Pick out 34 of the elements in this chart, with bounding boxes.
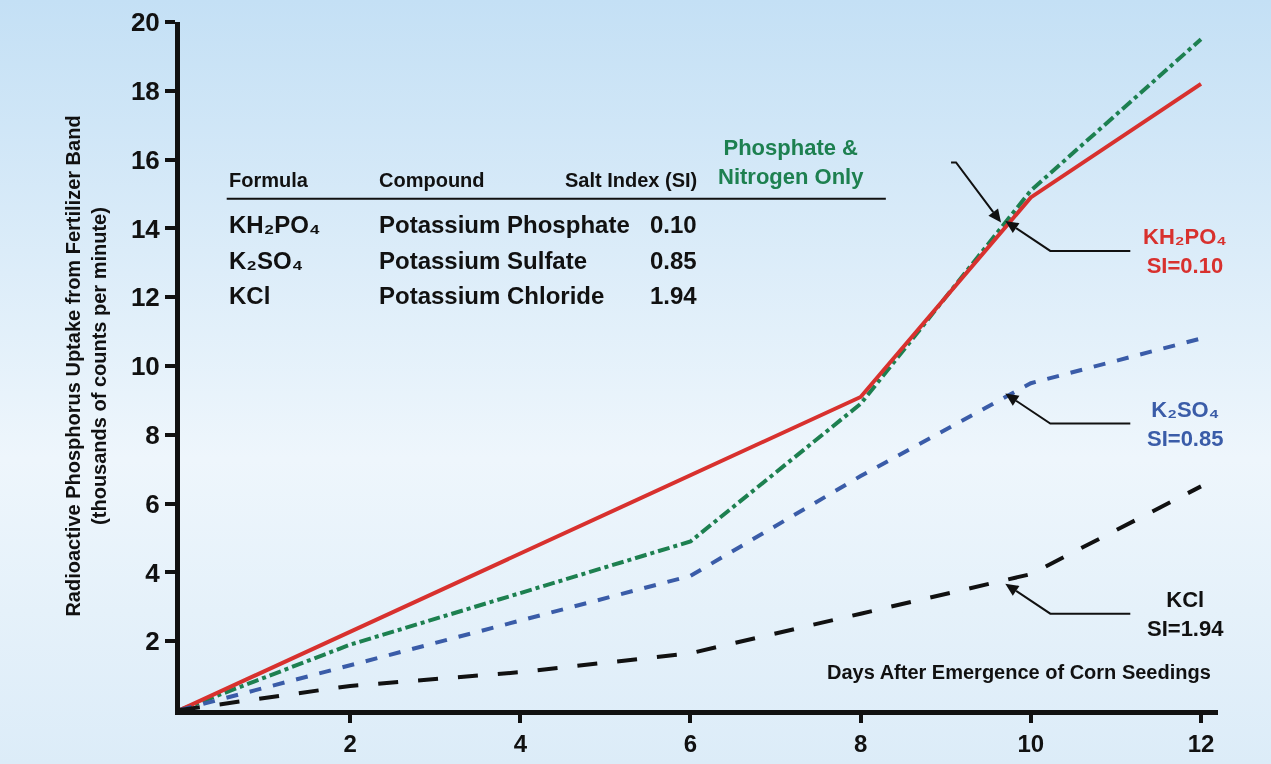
text: Phosphate & Nitrogen Only — [718, 135, 865, 189]
x-tick-label: 8 — [853, 729, 868, 757]
x-tick-label: 4 — [513, 729, 528, 757]
y-tick-label: 8 — [145, 419, 160, 450]
x-axis-title: Days After Emergence of Corn Seedings — [827, 661, 1211, 683]
text: KH₂PO₄ SI=0.10 — [1143, 224, 1227, 278]
y-tick-label: 2 — [145, 626, 160, 657]
annotation: KCl — [229, 282, 271, 309]
annotation: Formula — [229, 169, 309, 191]
y-tick-label: 18 — [130, 75, 160, 106]
y-tick-label: 10 — [130, 351, 160, 382]
annotation: Potassium Chloride — [379, 282, 605, 309]
x-tick-label: 6 — [683, 729, 698, 757]
y-tick-label: 4 — [145, 557, 161, 588]
annotation: Salt Index (SI) — [565, 169, 698, 191]
annotation: K₂SO₄ — [229, 247, 304, 274]
text: KCl SI=1.94 — [1147, 587, 1225, 641]
annotation: 0.10 — [650, 211, 697, 238]
annotation: 0.85 — [650, 247, 697, 274]
y-tick-label: 14 — [130, 213, 161, 244]
series-label: K₂SO₄ SI=0.85 — [1147, 397, 1224, 451]
x-tick-label: 12 — [1187, 729, 1215, 757]
y-tick-label: 20 — [130, 7, 160, 38]
annotation: 1.94 — [650, 282, 698, 309]
x-tick-label: 2 — [343, 729, 357, 757]
y-tick-label: 12 — [130, 282, 160, 313]
x-tick-label: 10 — [1017, 729, 1045, 757]
y-tick-label: 16 — [130, 144, 160, 175]
annotation: Potassium Sulfate — [379, 247, 588, 274]
annotation: KH₂PO₄ — [229, 211, 321, 238]
annotation: Potassium Phosphate — [379, 211, 630, 238]
y-tick-label: 6 — [145, 488, 160, 519]
annotation: Compound — [379, 169, 485, 191]
y-axis-title: Radioactive Phosphorus Uptake from Fertilizer Band (thousands of counts per minute) — [62, 115, 111, 617]
